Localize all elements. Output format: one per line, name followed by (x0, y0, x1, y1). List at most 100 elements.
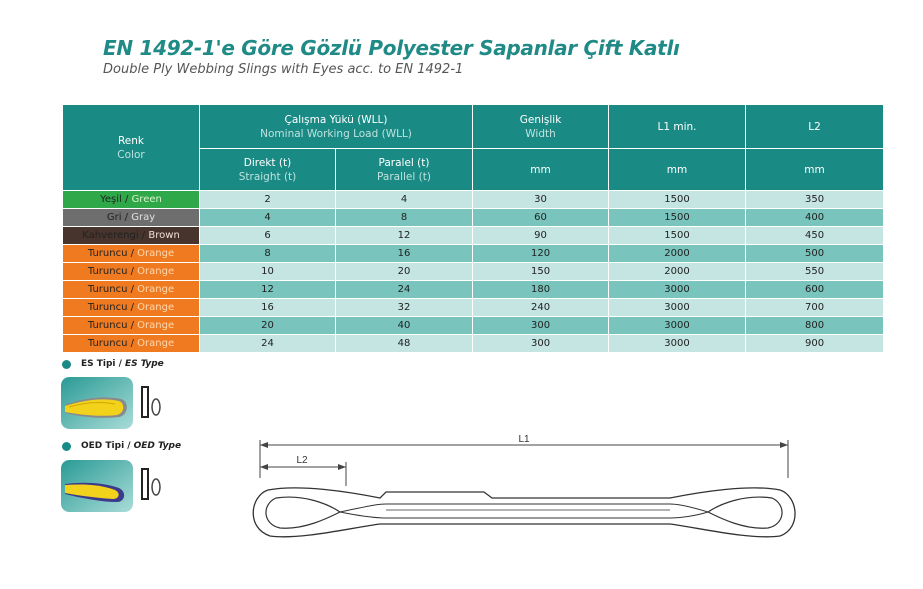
cell-parallel: 48 (334, 334, 474, 353)
color-en: Gray (131, 211, 156, 223)
cell-width: 90 (472, 226, 610, 245)
cell-l1: 3000 (608, 334, 747, 353)
table-row: Turuncu / Orange 20 40 300 3000 800 (62, 316, 885, 335)
color-tr: Turuncu (87, 265, 128, 277)
color-cell: Turuncu / Orange (62, 244, 200, 263)
cell-width: 120 (472, 244, 610, 263)
cell-width: 240 (472, 298, 610, 317)
cell-parallel: 4 (334, 190, 474, 209)
color-en: Orange (137, 337, 175, 349)
cell-parallel: 40 (334, 316, 474, 335)
color-cell: Kahverengi / Brown (62, 226, 200, 245)
cell-l1: 2000 (608, 244, 747, 263)
page-title: EN 1492-1'e Göre Gözlü Polyester Sapanla… (103, 36, 680, 60)
color-sep: / (127, 301, 138, 313)
header-width: Genişlik Width (472, 104, 610, 149)
color-sep: / (121, 193, 132, 205)
color-en: Orange (137, 247, 175, 259)
color-tr: Turuncu (87, 301, 128, 313)
oed-hardware-icon (138, 467, 162, 507)
color-sep: / (127, 283, 138, 295)
color-tr: Turuncu (87, 319, 128, 331)
color-sep: / (127, 247, 138, 259)
cell-parallel: 8 (334, 208, 474, 227)
cell-l1: 2000 (608, 262, 747, 281)
cell-l2: 550 (745, 262, 885, 281)
bullet-dot (62, 359, 71, 369)
header-width-unit: mm (472, 148, 610, 191)
color-en: Orange (137, 265, 175, 277)
header-l1: L1 min. (608, 104, 747, 149)
table-row: Kahverengi / Brown 6 12 90 1500 450 (62, 226, 885, 245)
color-cell: Turuncu / Orange (62, 262, 200, 281)
spec-table-body: Yeşil / Green 2 4 30 1500 350 Gri / Gray 4 8 60 15… (62, 190, 885, 353)
header-row-2: Direkt (t) Straight (t) Paralel (t) Para… (63, 148, 885, 191)
type-label-en: ES Type (124, 359, 164, 369)
cell-l2: 700 (745, 298, 885, 317)
color-tr: Kahverengi (82, 229, 139, 241)
cell-direct: 8 (199, 244, 336, 263)
color-tr: Turuncu (87, 283, 128, 295)
type-label-es: ES Tipi / ES Type (62, 359, 164, 369)
color-en: Brown (148, 229, 180, 241)
spec-table: Renk Color Çalışma Yükü (WLL) Nominal Wo… (62, 104, 885, 353)
cell-l2: 400 (745, 208, 885, 227)
color-en: Green (131, 193, 162, 205)
cell-l1: 1500 (608, 190, 747, 209)
cell-direct: 20 (199, 316, 336, 335)
cell-width: 60 (472, 208, 610, 227)
cell-direct: 6 (199, 226, 336, 245)
es-hardware-icon (138, 385, 162, 425)
color-cell: Gri / Gray (62, 208, 200, 227)
color-cell: Turuncu / Orange (62, 316, 200, 335)
color-tr: Turuncu (87, 337, 128, 349)
cell-l2: 350 (745, 190, 885, 209)
type-label-oed: OED Tipi / OED Type (62, 441, 181, 451)
header-color: Renk Color (62, 104, 200, 191)
oed-sling-icon (61, 460, 133, 512)
cell-l2: 800 (745, 316, 885, 335)
cell-l1: 1500 (608, 208, 747, 227)
cell-width: 180 (472, 280, 610, 299)
header-l2: L2 (745, 104, 885, 149)
l2-label: L2 (296, 455, 308, 466)
header-l2-unit: mm (745, 148, 885, 191)
color-tr: Turuncu (87, 247, 128, 259)
cell-l2: 900 (745, 334, 885, 353)
l1-label: L1 (518, 434, 530, 445)
table-row: Turuncu / Orange 16 32 240 3000 700 (62, 298, 885, 317)
cell-width: 300 (472, 316, 610, 335)
color-en: Orange (137, 301, 175, 313)
es-sling-icon (61, 377, 133, 429)
color-en: Orange (137, 283, 175, 295)
cell-l1: 1500 (608, 226, 747, 245)
cell-parallel: 24 (334, 280, 474, 299)
cell-direct: 4 (199, 208, 336, 227)
color-cell: Turuncu / Orange (62, 280, 200, 299)
cell-parallel: 16 (334, 244, 474, 263)
bullet-dot (62, 441, 71, 451)
table-row: Turuncu / Orange 12 24 180 3000 600 (62, 280, 885, 299)
cell-parallel: 12 (334, 226, 474, 245)
cell-width: 30 (472, 190, 610, 209)
sling-diagram: L1 L2 (240, 428, 820, 562)
color-tr: Yeşil (100, 193, 122, 205)
cell-l2: 600 (745, 280, 885, 299)
type-label-sep: / (118, 359, 122, 369)
header-parallel: Paralel (t) Parallel (t) (334, 148, 474, 191)
table-row: Turuncu / Orange 10 20 150 2000 550 (62, 262, 885, 281)
cell-direct: 12 (199, 280, 336, 299)
cell-l2: 450 (745, 226, 885, 245)
type-label-tr: ES Tipi (81, 359, 116, 369)
cell-l1: 3000 (608, 316, 747, 335)
cell-l1: 3000 (608, 298, 747, 317)
cell-l2: 500 (745, 244, 885, 263)
type-label-en: OED Type (133, 441, 182, 451)
cell-parallel: 20 (334, 262, 474, 281)
cell-direct: 16 (199, 298, 336, 317)
color-en: Orange (137, 319, 175, 331)
page-subtitle: Double Ply Webbing Slings with Eyes acc.… (103, 62, 464, 77)
color-cell: Turuncu / Orange (62, 298, 200, 317)
type-label-tr: OED Tipi (81, 441, 125, 451)
header-wll: Çalışma Yükü (WLL) Nominal Working Load … (198, 104, 474, 149)
